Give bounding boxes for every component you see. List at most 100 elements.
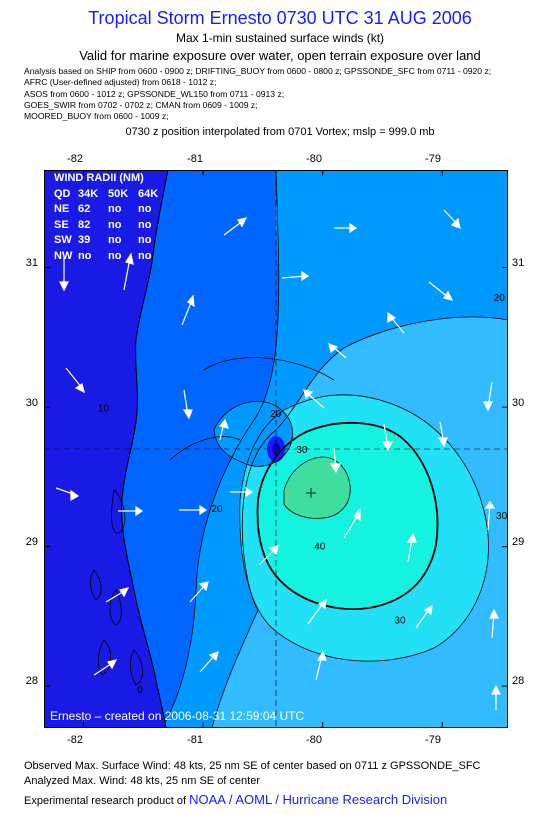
contour-line	[283, 456, 351, 519]
radius-50kt: no	[108, 203, 122, 215]
radius-64kt: no	[138, 203, 152, 215]
wind-arrow	[334, 222, 358, 234]
lat-label-right: 31	[512, 257, 525, 269]
column-header: 34K	[78, 187, 99, 200]
radius-50kt: no	[108, 218, 122, 231]
wind-arrow	[381, 423, 393, 452]
radius-34kt: no	[78, 249, 92, 262]
lat-label-left: 29	[25, 536, 38, 548]
inland-water-outline	[90, 489, 143, 686]
contour-line	[169, 436, 241, 461]
wind-radii-row: NE 62 no no	[54, 202, 168, 218]
wind-arrow	[415, 604, 433, 629]
contour-value-label: 10	[98, 403, 110, 414]
radius-34kt: 62	[78, 203, 91, 215]
column-header: 50K	[108, 187, 129, 200]
wind-arrow	[483, 381, 493, 412]
lon-label-top: -79	[425, 153, 441, 165]
contour-labels: 10 20 20 30 30 40 30 20 0	[98, 293, 508, 696]
graticule	[44, 170, 508, 728]
lat-label-right: 30	[512, 397, 525, 409]
radius-64kt: no	[138, 234, 152, 246]
wind-arrow	[484, 500, 496, 531]
analysis-line: MOORED_BUOY from 0600 - 1009 z;	[24, 111, 169, 122]
contour-value-label: 20	[270, 409, 282, 420]
radius-64kt: no	[138, 218, 152, 231]
analysis-line: AFRC (User-defined adjusted) from 0618 -…	[24, 77, 217, 88]
lat-label-right: 28	[512, 675, 525, 687]
wind-arrow	[307, 598, 327, 625]
quadrant-label: NW	[54, 249, 73, 262]
map-title: Tropical Storm Ernesto 0730 UTC 31 AUG 2…	[88, 8, 472, 28]
lat-label-left: 30	[25, 397, 38, 409]
wind-arrow	[199, 651, 219, 673]
wind-arrow	[315, 650, 327, 681]
contour-value-label: 40	[314, 541, 326, 552]
position-note: 0730 z position interpolated from 0701 V…	[125, 126, 435, 138]
radius-50kt: no	[108, 234, 122, 246]
contour-value-label: 20	[211, 504, 223, 515]
wind-arrow	[303, 389, 325, 409]
wind-arrow	[93, 659, 118, 676]
wind-arrow	[328, 343, 347, 359]
column-header: 64K	[138, 187, 159, 200]
observed-max-wind: Observed Max. Surface Wind: 48 kts, 25 n…	[24, 760, 481, 772]
radius-64kt: no	[138, 249, 152, 262]
contour-value-label: 30	[496, 511, 508, 522]
noaa-aoml-link[interactable]: NOAA / AOML / Hurricane Research Divisio…	[189, 792, 448, 807]
wind-radii-column-headers: QD 34K 50K 64K	[54, 187, 168, 203]
wind-arrow	[223, 217, 248, 236]
wind-arrow	[55, 487, 80, 502]
lon-label-top: -82	[67, 153, 83, 165]
wind-radii-row: SE 82 no no	[54, 218, 168, 234]
analysis-line: GOES_SWIR from 0702 - 0702 z; CMAN from …	[24, 99, 258, 110]
wind-arrow	[428, 281, 454, 301]
wind-radii-table: WIND RADII (NM) QD 34K 50K 64K NE 62 no …	[54, 171, 168, 264]
contour-line	[256, 421, 439, 610]
lat-label-left: 28	[25, 675, 38, 687]
contour-line	[213, 400, 293, 467]
wind-arrow	[65, 367, 85, 394]
contour-value-label: 20	[494, 293, 506, 304]
quadrant-label: SE	[54, 218, 69, 231]
wind-arrow	[189, 581, 209, 603]
radius-34kt: 39	[78, 234, 91, 246]
analysis-sources: Analysis based on SHIP from 0600 - 0900 …	[24, 66, 554, 122]
wind-arrow	[329, 447, 341, 474]
lon-label-bottom: -82	[67, 734, 83, 746]
analysis-line: ASOS from 0600 - 1012 z; GPSSONDE_WL150 …	[24, 88, 285, 99]
radius-50kt: no	[108, 249, 122, 262]
wind-arrow	[105, 587, 130, 603]
wind-arrow	[59, 258, 69, 292]
wind-arrow	[343, 508, 361, 539]
wind-arrow	[489, 608, 499, 639]
validity-note: Valid for marine exposure over water, op…	[79, 48, 481, 63]
lon-label-bottom: -79	[425, 734, 441, 746]
contour-line	[203, 357, 335, 381]
wind-arrow	[218, 418, 229, 441]
lat-label-left: 31	[25, 257, 38, 269]
contour-value-label: 30	[394, 615, 406, 626]
wind-radii-header: WIND RADII (NM)	[54, 172, 144, 184]
storm-center-marker	[306, 488, 316, 498]
column-header: QD	[54, 187, 71, 200]
map-subtitle: Max 1-min sustained surface winds (kt)	[175, 31, 385, 45]
quadrant-label: SW	[54, 234, 72, 246]
contour-value-label: 30	[296, 445, 308, 456]
wind-arrow	[179, 504, 208, 516]
wind-arrow	[406, 532, 417, 563]
radius-34kt: 82	[78, 218, 91, 231]
lat-label-right: 29	[512, 536, 525, 548]
wind-arrow	[437, 421, 448, 448]
wind-field-map: 10 20 20 30 30 40 30 20 0	[44, 170, 508, 728]
wind-arrow	[281, 270, 310, 282]
axis-ticks	[44, 170, 508, 728]
quadrant-label: NE	[54, 203, 70, 215]
lon-label-top: -81	[187, 153, 203, 165]
wind-arrow	[123, 252, 134, 291]
contour-line	[239, 394, 489, 662]
map-frame	[44, 170, 508, 728]
coastline	[121, 170, 169, 728]
wind-arrow	[230, 486, 254, 498]
lon-label-bottom: -80	[306, 734, 322, 746]
